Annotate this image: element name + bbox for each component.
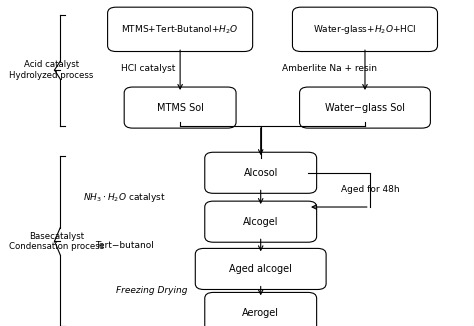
- Text: Water-glass+$H_2O$+HCl: Water-glass+$H_2O$+HCl: [313, 23, 417, 36]
- Text: Basecatalyst
Condensation process: Basecatalyst Condensation process: [9, 231, 105, 251]
- Text: MTMS+Tert-Butanol+$H_2O$: MTMS+Tert-Butanol+$H_2O$: [121, 23, 239, 36]
- Text: Amberlite Na + resin: Amberlite Na + resin: [282, 64, 377, 73]
- Text: Tert−butanol: Tert−butanol: [95, 241, 154, 250]
- Text: Water−glass Sol: Water−glass Sol: [325, 103, 405, 112]
- FancyBboxPatch shape: [205, 201, 317, 242]
- Text: HCl catalyst: HCl catalyst: [121, 64, 175, 73]
- FancyBboxPatch shape: [124, 87, 236, 128]
- FancyBboxPatch shape: [205, 292, 317, 326]
- FancyBboxPatch shape: [108, 7, 253, 52]
- Text: Alcosol: Alcosol: [244, 168, 278, 178]
- Text: Alcogel: Alcogel: [243, 217, 278, 227]
- FancyBboxPatch shape: [300, 87, 430, 128]
- Text: Aerogel: Aerogel: [242, 308, 279, 318]
- Text: $NH_3\cdot H_2O$ catalyst: $NH_3\cdot H_2O$ catalyst: [83, 191, 165, 204]
- Text: Aged alcogel: Aged alcogel: [229, 264, 292, 274]
- Text: Acid catalyst
Hydrolyzed process: Acid catalyst Hydrolyzed process: [9, 60, 94, 80]
- Text: MTMS Sol: MTMS Sol: [157, 103, 203, 112]
- FancyBboxPatch shape: [292, 7, 438, 52]
- Text: Aged for 48h: Aged for 48h: [341, 185, 400, 194]
- Text: Freezing Drying: Freezing Drying: [116, 286, 188, 295]
- FancyBboxPatch shape: [205, 152, 317, 193]
- FancyBboxPatch shape: [195, 248, 326, 289]
